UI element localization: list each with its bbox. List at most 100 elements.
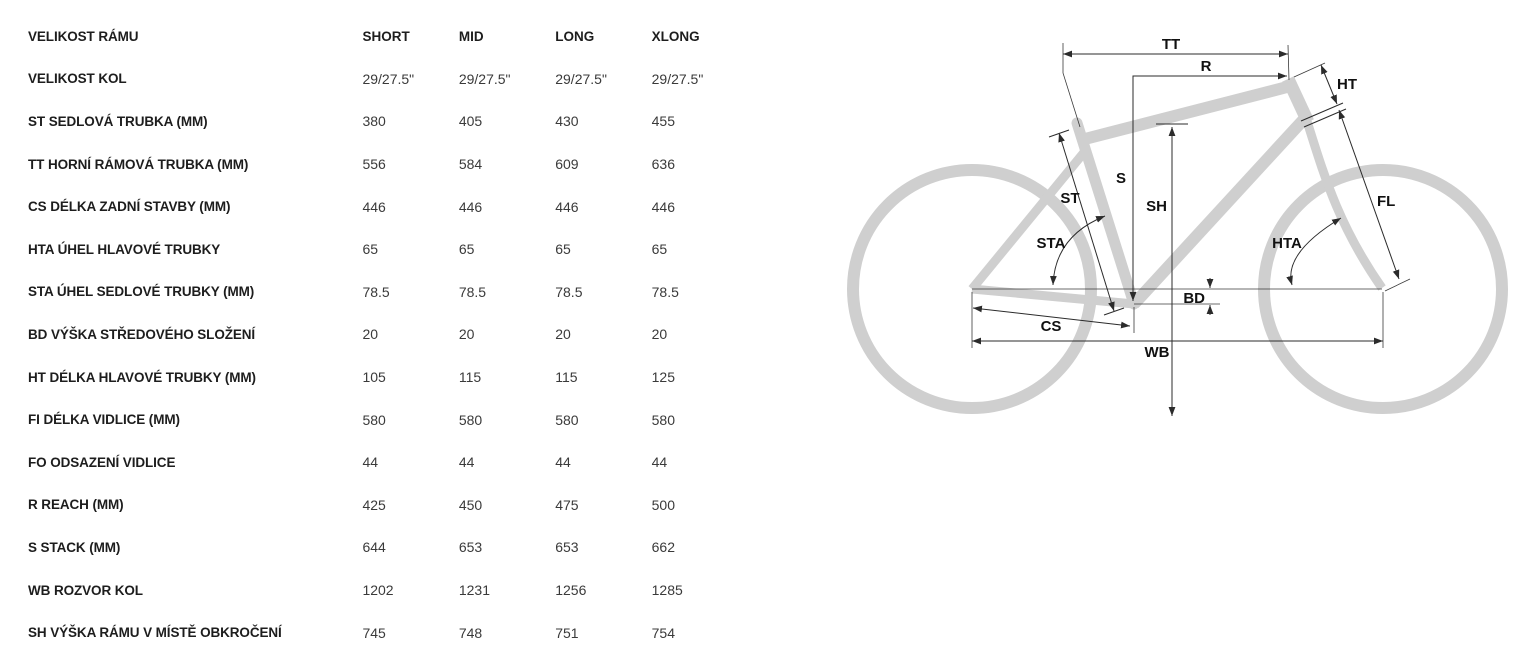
st-label: ST [1060, 190, 1079, 207]
row-value: 115 [555, 369, 578, 386]
row-label: R REACH (MM) [28, 497, 124, 513]
row-value: 29/27.5" [458, 70, 511, 87]
row-value: 455 [651, 113, 675, 130]
fl-dimension-line [1338, 109, 1400, 280]
row-value: 653 [458, 539, 483, 556]
row-value: 78.5 [362, 283, 390, 300]
table-row: FI DÉLKA VIDLICE (MM) 580 580 580 580 [28, 398, 748, 441]
ht-top-tick [1293, 62, 1326, 78]
table-body: VELIKOST KOL 29/27.5" 29/27.5" 29/27.5" 29/2… [28, 58, 748, 654]
row-value: 20 [555, 326, 571, 343]
head-top-extension-line [1287, 44, 1290, 81]
row-value: 380 [362, 113, 386, 130]
column-header-mid: MID [458, 28, 484, 44]
row-value: 20 [362, 326, 379, 343]
sta-angle-arc [1049, 215, 1106, 286]
row-value: 425 [362, 496, 386, 513]
hta-angle-arc [1286, 217, 1342, 286]
ht-fl-double-tick-1 [1300, 102, 1344, 122]
row-value: 44 [651, 454, 668, 471]
table-row: STA ÚHEL SEDLOVÉ TRUBKY (MM) 78.5 78.5 78.5… [28, 271, 748, 314]
row-label: ST SEDLOVÁ TRUBKA (MM) [28, 113, 208, 129]
table-row: ST SEDLOVÁ TRUBKA (MM) 380 405 430 455 [28, 100, 748, 143]
row-value: 1202 [362, 582, 394, 599]
table-row: CS DÉLKA ZADNÍ STAVBY (MM) 446 446 446 446 [28, 185, 748, 228]
row-value: 44 [458, 454, 475, 471]
r-s-dimension-line [1129, 72, 1287, 301]
table-row: WB ROZVOR KOL 1202 1231 1256 1285 [28, 569, 748, 612]
row-value: 78.5 [555, 283, 583, 300]
dimension-labels-group: TT R HT ST S SH STA HTA FL BD CS WB [1037, 36, 1396, 361]
sta-label: STA [1037, 235, 1066, 252]
row-label: TT HORNÍ RÁMOVÁ TRUBKA (MM) [28, 156, 249, 172]
row-value: 653 [555, 539, 579, 556]
row-value: 446 [651, 198, 675, 215]
row-value: 446 [555, 198, 579, 215]
table-row: S STACK (MM) 644 653 653 662 [28, 526, 748, 569]
row-value: 125 [651, 369, 675, 386]
row-value: 1285 [651, 582, 683, 599]
bike-frame-group [847, 76, 1508, 414]
ht-dimension-line [1320, 64, 1338, 105]
st-top-tick [1048, 129, 1070, 138]
row-value: 580 [651, 411, 675, 428]
st-bottom-tick [1103, 307, 1125, 316]
row-value: 475 [555, 496, 579, 513]
row-label: WB ROZVOR KOL [28, 582, 143, 598]
row-value: 65 [458, 241, 475, 258]
row-value: 584 [458, 156, 483, 173]
cs-label: CS [1041, 318, 1062, 335]
row-label: FO ODSAZENÍ VIDLICE [28, 454, 176, 470]
row-value: 29/27.5" [651, 70, 704, 87]
bd-label: BD [1183, 290, 1205, 307]
table-row: BD VÝŠKA STŘEDOVÉHO SLOŽENÍ 20 20 20 20 [28, 313, 748, 356]
column-header-long: LONG [555, 28, 595, 44]
row-label: SH VÝŠKA RÁMU V MÍSTĚ OBKROČENÍ [28, 625, 282, 641]
row-value: 500 [651, 496, 675, 513]
geometry-table: VELIKOST RÁMU SHORT MID LONG XLONG VELIK… [28, 15, 748, 654]
row-label: HTA ÚHEL HLAVOVÉ TRUBKY [28, 241, 221, 257]
row-value: 20 [458, 326, 475, 343]
table-header-row: VELIKOST RÁMU SHORT MID LONG XLONG [28, 15, 748, 58]
row-label: STA ÚHEL SEDLOVÉ TRUBKY (MM) [28, 284, 255, 300]
r-label: R [1201, 58, 1212, 75]
row-value: 105 [362, 369, 386, 386]
row-value: 405 [458, 113, 483, 130]
row-label: CS DÉLKA ZADNÍ STAVBY (MM) [28, 199, 231, 215]
row-label: HT DÉLKA HLAVOVÉ TRUBKY (MM) [28, 369, 256, 385]
row-value: 78.5 [651, 283, 679, 300]
seat-axis-extension-line [1062, 43, 1081, 128]
row-value: 580 [362, 411, 386, 428]
dimension-lines-group [971, 43, 1411, 416]
column-header-short: SHORT [362, 28, 410, 44]
row-value: 20 [651, 326, 668, 343]
head-tube [1282, 76, 1314, 125]
row-value: 446 [362, 198, 386, 215]
table-row: FO ODSAZENÍ VIDLICE 44 44 44 44 [28, 441, 748, 484]
table-row: SH VÝŠKA RÁMU V MÍSTĚ OBKROČENÍ 745 748 751… [28, 611, 748, 654]
row-value: 580 [555, 411, 579, 428]
row-value: 754 [651, 624, 675, 641]
row-label: VELIKOST KOL [28, 71, 127, 87]
row-value: 751 [555, 624, 579, 641]
hta-label: HTA [1272, 235, 1302, 252]
top-tube [1079, 80, 1293, 146]
row-value: 29/27.5" [555, 70, 607, 87]
row-value: 609 [555, 156, 579, 173]
row-value: 65 [555, 241, 571, 258]
row-value: 65 [651, 241, 668, 258]
row-value: 450 [458, 496, 483, 513]
table-row: TT HORNÍ RÁMOVÁ TRUBKA (MM) 556 584 609 636 [28, 143, 748, 186]
row-value: 29/27.5" [362, 70, 415, 87]
row-value: 1256 [555, 582, 587, 599]
column-header-xlong: XLONG [651, 28, 700, 44]
row-value: 636 [651, 156, 675, 173]
table-row: VELIKOST KOL 29/27.5" 29/27.5" 29/27.5" 29/2… [28, 58, 748, 101]
row-value: 556 [362, 156, 386, 173]
row-value: 446 [458, 198, 483, 215]
row-value: 745 [362, 624, 386, 641]
row-value: 44 [362, 454, 379, 471]
fl-label: FL [1377, 193, 1395, 210]
